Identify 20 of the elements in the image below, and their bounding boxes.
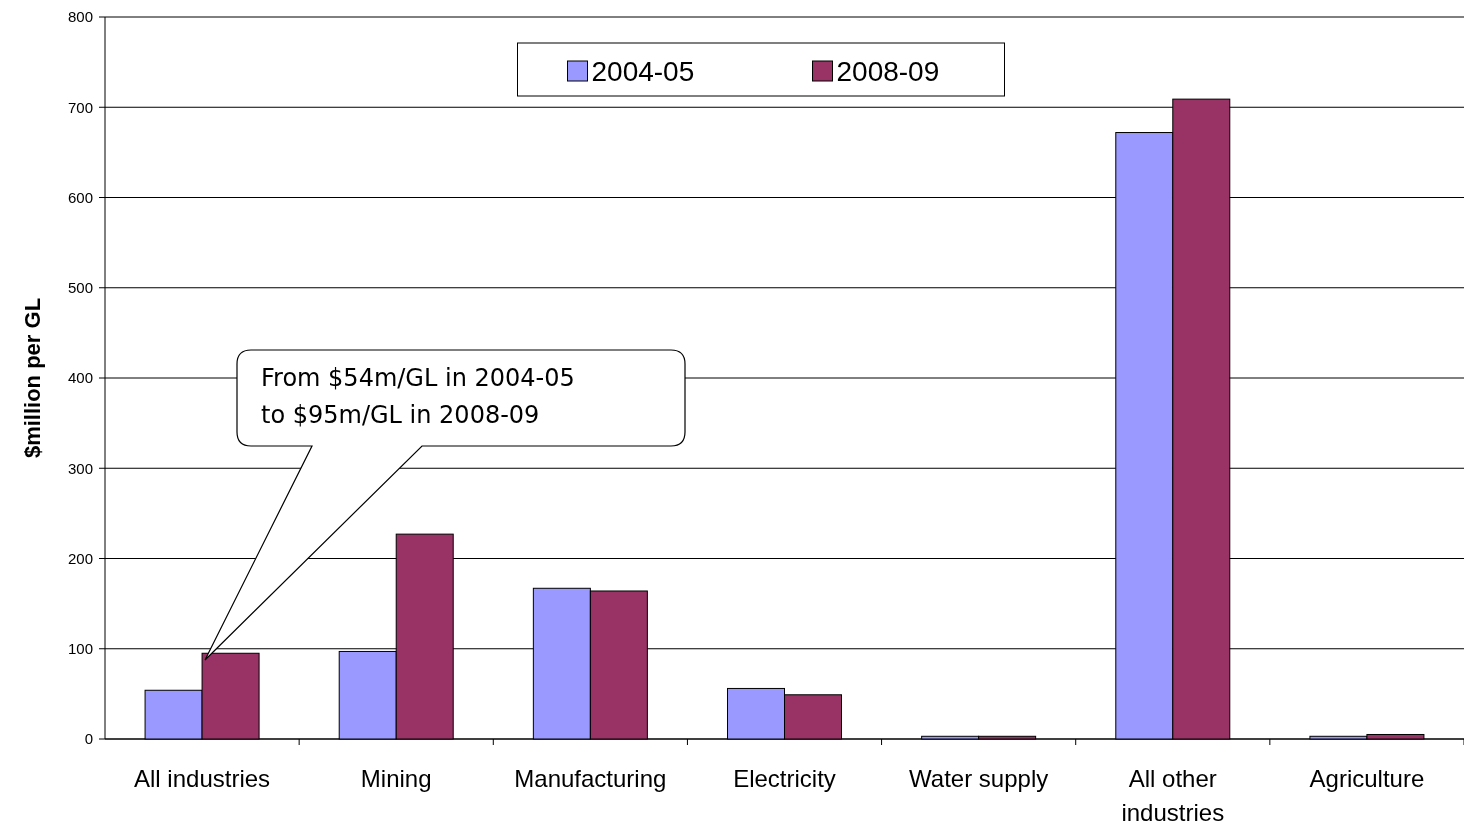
legend-label: 2008-09 (836, 55, 940, 87)
x-tick-label: Electricity (733, 765, 836, 792)
y-tick-label: 100 (67, 640, 93, 657)
y-tick-label: 300 (67, 459, 93, 477)
legend-label: 2004-05 (591, 55, 695, 87)
x-tick-label: Water supply (909, 765, 1049, 792)
y-axis-title: $million per GL (20, 297, 45, 459)
x-tick-label: Manufacturing (514, 765, 667, 792)
x-tick-label: Mining (360, 765, 432, 792)
y-tick-label: 700 (67, 98, 93, 116)
y-tick-label: 800 (67, 8, 93, 26)
annotation: From $54m/GL in 2004-05 to $95m/GL in 2008-09 (261, 364, 575, 429)
y-tick-label: 0 (84, 730, 93, 748)
y-tick-label: 400 (67, 369, 93, 387)
y-tick-label: 200 (67, 549, 93, 567)
y-tick-label: 500 (67, 279, 93, 296)
y-tick-label: 600 (67, 188, 93, 206)
x-tick-label: All industries (134, 765, 271, 792)
x-tick-label: Agriculture (1309, 765, 1425, 792)
x-tick-label: All other industries (1121, 765, 1225, 826)
